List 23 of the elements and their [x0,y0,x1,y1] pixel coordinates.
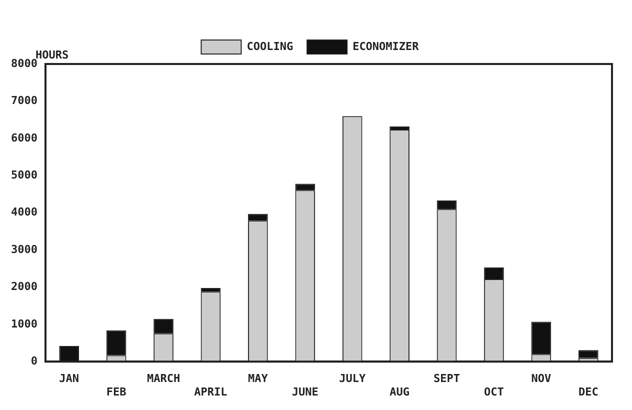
x-tick-label: OCT [484,385,504,398]
y-tick-label: 8000 [10,56,38,70]
y-tick-label: 1000 [10,317,38,330]
x-tick-label: MAY [248,372,268,386]
x-tick-label: MARCH [146,372,180,386]
legend-label: ECONOMIZER [352,40,420,53]
x-tick-label: JUNE [292,385,318,398]
x-tick-label: AUG [390,385,410,398]
y-tick-label: 2000 [10,280,38,294]
x-tick-label: JAN [59,372,80,386]
x-tick-label: APRIL [194,385,228,398]
x-tick-label: JULY [339,372,366,386]
x-tick-label: NOV [531,372,552,386]
x-tick-label: SEPT [434,372,460,386]
y-tick-label: 4000 [10,206,38,219]
y-tick-label: 6000 [10,131,38,144]
y-tick-label: 0 [30,354,38,368]
x-tick-label: FEB [106,385,127,398]
y-tick-label: 3000 [10,242,38,256]
x-tick-label: DEC [578,385,598,398]
y-tick-label: 7000 [10,94,38,108]
y-tick-label: 5000 [10,168,38,182]
legend-label: COOLING [246,40,294,53]
